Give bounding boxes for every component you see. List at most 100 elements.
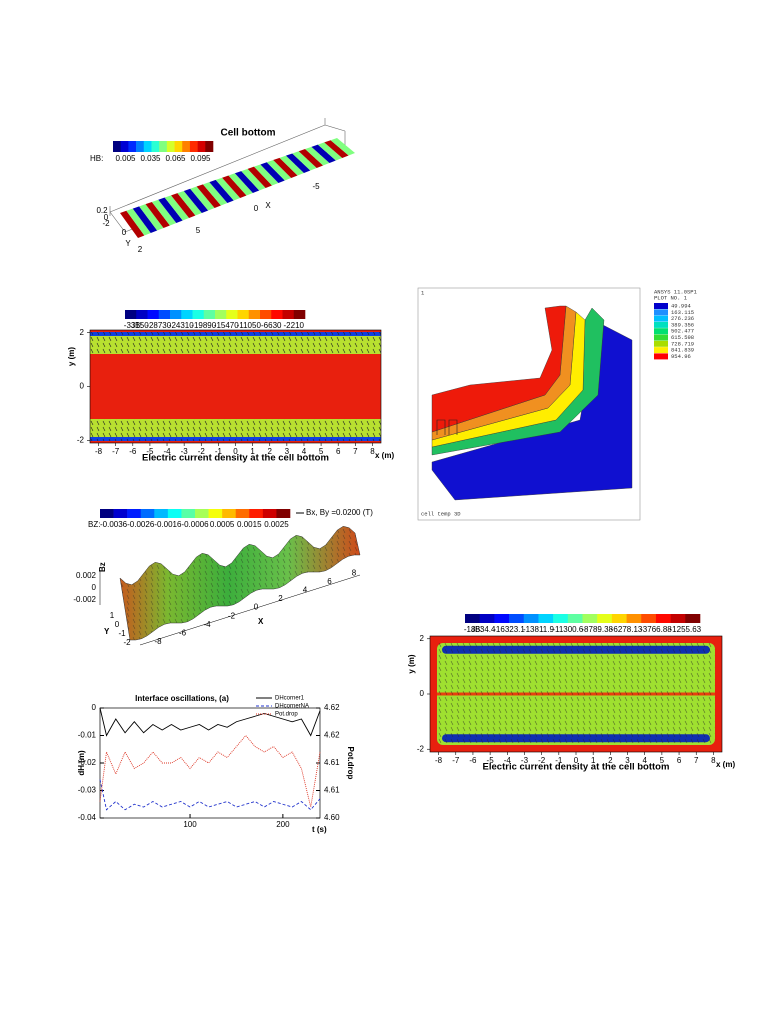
x-tick-label: 0 [254, 603, 259, 612]
colorbar-tick-label: -33150 [124, 321, 149, 330]
x-tick-label: 4 [302, 447, 307, 456]
colorbar-tick-label: 0.065 [165, 154, 186, 163]
x-tick-label: 3 [625, 756, 630, 765]
z-tick-label: 0 [92, 583, 97, 592]
colorbar-cell [147, 310, 160, 319]
colorbar-cell [260, 310, 272, 319]
colorbar-cell [276, 509, 291, 518]
colorbar-tick-label: -8789.38 [581, 625, 613, 634]
x-tick-label: 6 [327, 577, 332, 586]
x-tick-label: -1 [215, 447, 223, 456]
colorbar-tick-label: -6278.13 [611, 625, 643, 634]
ansys-detail [436, 419, 458, 435]
colorbar-tick-label: -0.0026 [127, 520, 155, 529]
surface-stripe [311, 144, 336, 163]
colorbar-cell [685, 614, 701, 623]
surface-stripe [222, 175, 247, 198]
colorbar-label: HB: [90, 154, 103, 163]
colorbar-cell [208, 509, 223, 518]
legend-value: 954.96 [671, 353, 691, 360]
colorbar-tick-label: -24310 [169, 321, 194, 330]
legend-swatch [654, 309, 668, 316]
colorbar-cell [166, 141, 175, 152]
caption: Electric current density at the cell bot… [483, 762, 670, 773]
chart-title: Interface oscillations, (a) [135, 694, 229, 703]
colorbar-tick-label: -2210 [284, 321, 305, 330]
x-tick-label: -3 [521, 756, 529, 765]
x-tick-label: 4 [303, 586, 308, 595]
x-tick-label: -2 [538, 756, 546, 765]
y-axis-title: dH (m) [77, 750, 86, 776]
x-tick-label: 2 [268, 447, 273, 456]
axis-label: -2 [102, 219, 110, 228]
series-line [99, 707, 321, 737]
vector-legend: Bx, By =0.0200 (T) [306, 508, 373, 517]
surface-stripe [151, 199, 177, 226]
surface-stripe [324, 140, 349, 158]
x-tick-label: -4 [203, 620, 211, 629]
colorbar-tick-label: 0.005 [115, 154, 136, 163]
surface-stripe [234, 171, 260, 193]
x-tick-label: -5 [146, 447, 154, 456]
legend-swatch [654, 334, 668, 341]
x-tick-label: -3 [181, 447, 189, 456]
x-tick-label: 5 [660, 756, 665, 765]
x-tick-label: 8 [711, 756, 716, 765]
box-edge [109, 211, 126, 233]
surface-stripe [190, 186, 215, 211]
x-tick-label: -4 [163, 447, 171, 456]
axis-label: X [265, 201, 271, 210]
z-tick-label: 0.002 [76, 571, 97, 580]
colorbar-cell [248, 310, 261, 319]
x-tick-label: -6 [469, 756, 477, 765]
surface-stripe [254, 164, 279, 186]
x-tick-label: 0 [233, 447, 238, 456]
axis-label: 0 [104, 213, 109, 222]
colorbar-tick-label: -0.0016 [154, 520, 182, 529]
colorbar-cell [582, 614, 598, 623]
vectors [90, 332, 381, 354]
surface-stripe [241, 168, 266, 191]
surface-stripe [298, 149, 324, 168]
colorbar-label: JB: [471, 625, 483, 634]
legend-label: DHcorner1 [275, 696, 305, 702]
surface-stripe [330, 138, 355, 156]
colorbar-cell [553, 614, 569, 623]
legend-swatch [654, 353, 668, 360]
colorbar-tick-label: 0.035 [140, 154, 161, 163]
colorbar-tick-label: -13811.9 [523, 625, 555, 634]
colorbar-label: BZ: [88, 520, 100, 529]
colorbar-cell [205, 141, 214, 152]
axis-label: 0 [122, 228, 127, 237]
colorbar-cell [181, 509, 196, 518]
x-tick-label: 2 [278, 594, 283, 603]
colorbar-cell [271, 310, 283, 319]
x-tick-label: 1 [250, 447, 255, 456]
surface-stripe [132, 206, 158, 233]
x-tick-label: 8 [352, 568, 357, 577]
legend-swatch [654, 340, 668, 347]
legend-header: PLOT NO. 1 [654, 294, 688, 301]
legend-label: DHcornerNA [275, 704, 309, 710]
colorbar-cell [136, 310, 148, 319]
colorbar-cell [670, 614, 686, 623]
y-tick-label: 0 [92, 703, 97, 712]
colorbar-cell [125, 310, 137, 319]
figure-interface-oscillations: Interface oscillations, (a) 100 200 0 -0.01 -… [77, 694, 355, 834]
colorbar-cell [465, 614, 480, 623]
x-tick-label: -4 [504, 756, 512, 765]
colorbar-cell [222, 509, 237, 518]
colorbar-cell [641, 614, 657, 623]
axis-label: 0.2 [96, 206, 108, 215]
x-tick-label: 8 [370, 447, 375, 456]
legend-value: 163.115 [671, 309, 694, 316]
caption: Electric current density at the cell bot… [142, 453, 329, 464]
surface-stripe [273, 157, 298, 178]
x-tick-label: 0 [574, 756, 579, 765]
box-edge [109, 124, 326, 213]
colorbar-tick-label: -3766.88 [640, 625, 672, 634]
colorbar-cell [158, 310, 171, 319]
colorbar-cell [100, 509, 114, 518]
figure-bz-surface: BZ: -0.0036 -0.0026 -0.0016 -0.0006 0.0005 0.0… [73, 508, 373, 647]
